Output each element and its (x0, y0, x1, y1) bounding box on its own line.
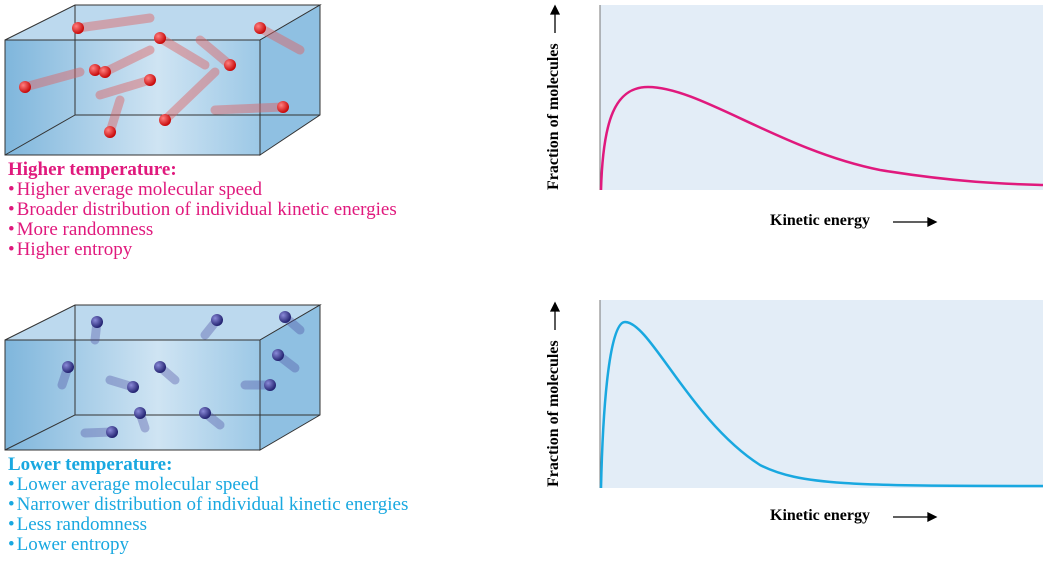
x-axis-label: Kinetic energy (770, 212, 870, 229)
bullet: Lower average molecular speed (8, 475, 418, 495)
y-axis-label: Fraction of molecules (545, 340, 562, 487)
box-front (4, 339, 261, 451)
heading: Higher temperature: (8, 159, 177, 180)
molecules (19, 22, 289, 138)
distribution-curve (599, 85, 1043, 191)
trails (20, 13, 305, 137)
molecules (62, 311, 291, 438)
bullet: Less randomness (8, 515, 418, 535)
heading: Lower temperature: (8, 454, 173, 475)
bullet: More randomness (8, 220, 398, 240)
bullet: Broader distribution of individual kinet… (8, 200, 400, 220)
cold-text: Lower temperature: Lower average molecul… (8, 455, 418, 555)
cold-box (4, 304, 322, 451)
plot-area (600, 300, 1043, 488)
plot-area (600, 5, 1043, 190)
y-axis-label: Fraction of molecules (545, 43, 562, 190)
x-axis-label: Kinetic energy (770, 507, 870, 524)
bullet: Lower entropy (8, 535, 418, 555)
bullet: Higher average molecular speed (8, 180, 398, 200)
label-arrows (549, 4, 938, 523)
bullet: Narrower distribution of individual kine… (8, 495, 420, 515)
hot-text: Higher temperature: Higher average molec… (8, 160, 398, 260)
hot-box (4, 4, 322, 156)
bullet: Higher entropy (8, 240, 398, 260)
box-front (4, 39, 261, 156)
distribution-curve (599, 320, 1043, 489)
